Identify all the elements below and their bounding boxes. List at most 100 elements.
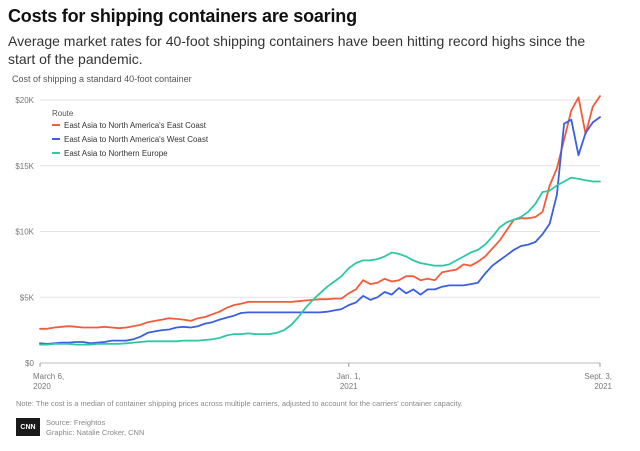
data-point [224, 315, 230, 321]
data-point [310, 297, 316, 303]
data-point [425, 276, 431, 282]
graphic-credit: Graphic: Natalie Croker, CNN [46, 428, 145, 437]
data-point [166, 315, 172, 321]
data-point [231, 313, 237, 319]
series-line-3 [39, 176, 601, 346]
x-tick-label: March 6, [33, 372, 64, 381]
data-point [116, 341, 122, 347]
chart-subtitle: Average market rates for 40-foot shippin… [8, 33, 586, 67]
data-point [525, 242, 531, 248]
data-point [475, 280, 481, 286]
data-point [367, 257, 373, 263]
data-point [281, 299, 287, 305]
data-point [152, 328, 158, 334]
data-point [568, 175, 574, 181]
data-point [173, 338, 179, 344]
data-point [152, 318, 158, 324]
data-point [44, 342, 50, 348]
data-point [432, 286, 438, 292]
data-point [87, 342, 93, 348]
data-point [453, 282, 459, 288]
data-point [195, 338, 201, 344]
data-point [209, 336, 215, 342]
data-point [575, 176, 581, 182]
data-point [274, 330, 280, 336]
data-point [216, 335, 222, 341]
data-point [590, 104, 596, 110]
data-point [331, 278, 337, 284]
data-point [353, 286, 359, 292]
data-point [59, 341, 65, 347]
data-point [353, 260, 359, 266]
data-point [181, 324, 187, 330]
data-point [145, 319, 151, 325]
data-point [453, 267, 459, 273]
legend-label: East Asia to North America's East Coast [64, 121, 207, 130]
data-point [87, 324, 93, 330]
data-point [181, 338, 187, 344]
data-point [583, 177, 589, 183]
data-point [583, 130, 589, 136]
data-point [138, 339, 144, 345]
data-point [418, 277, 424, 283]
data-point [231, 302, 237, 308]
data-point [159, 327, 165, 333]
data-point [468, 250, 474, 256]
data-point [331, 307, 337, 313]
data-point [109, 341, 115, 347]
y-tick-label: $15K [15, 162, 34, 171]
data-point [231, 331, 237, 337]
data-point [274, 309, 280, 315]
data-point [123, 340, 129, 346]
data-point [382, 253, 388, 259]
data-point [547, 182, 553, 188]
series-lines [37, 94, 601, 348]
data-point [518, 243, 524, 249]
data-point [561, 121, 567, 127]
data-point [432, 263, 438, 269]
data-point [109, 324, 115, 330]
data-point [590, 119, 596, 125]
footnote: Note: The cost is a median of container … [16, 399, 463, 408]
data-point [123, 324, 129, 330]
data-point [173, 324, 179, 330]
data-point [288, 322, 294, 328]
legend-title: Route [52, 109, 74, 118]
data-point [188, 338, 194, 344]
data-point [439, 269, 445, 275]
data-point [37, 342, 43, 348]
data-point [181, 317, 187, 323]
data-point [532, 239, 538, 245]
data-point [166, 338, 172, 344]
data-point [224, 305, 230, 311]
data-point [518, 214, 524, 220]
data-point [51, 324, 57, 330]
data-point [540, 189, 546, 195]
cnn-logo: CNN [16, 418, 40, 436]
data-point [346, 302, 352, 308]
y-axis: $0 $5K $10K $15K $20K [15, 96, 34, 368]
y-axis-caption: Cost of shipping a standard 40-foot cont… [12, 74, 192, 84]
data-point [575, 152, 581, 158]
data-point [489, 246, 495, 252]
data-point [425, 261, 431, 267]
data-point [260, 331, 266, 337]
data-point [303, 298, 309, 304]
data-point [482, 253, 488, 259]
data-point [575, 94, 581, 100]
y-tick-label: $20K [15, 96, 34, 105]
data-point [339, 273, 345, 279]
data-point [346, 290, 352, 296]
data-point [461, 253, 467, 259]
data-point [511, 247, 517, 253]
data-point [310, 309, 316, 315]
legend-label: East Asia to North America's West Coast [64, 135, 209, 144]
data-point [317, 309, 323, 315]
data-point [138, 322, 144, 328]
data-point [532, 214, 538, 220]
data-point [489, 234, 495, 240]
data-point [475, 259, 481, 265]
data-point [216, 309, 222, 315]
x-tick-year: 2020 [33, 382, 51, 391]
data-point [66, 323, 72, 329]
